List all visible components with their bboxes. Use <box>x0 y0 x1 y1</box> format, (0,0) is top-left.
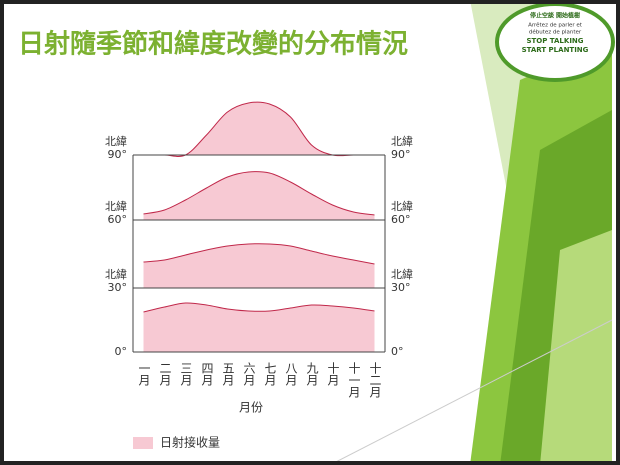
band-label: 北緯 <box>391 134 413 148</box>
logo-text: Arrêtez de parler et <box>528 22 583 29</box>
band-label: 30° <box>391 281 411 294</box>
band-label: 90° <box>108 148 128 161</box>
band-label: 北緯 <box>391 199 413 213</box>
x-tick-label: 六月 <box>242 362 256 387</box>
band-label: 90° <box>391 148 411 161</box>
legend-swatch <box>133 437 153 449</box>
slide: 日射隨季節和緯度改變的分布情況 停止空談 開始植樹 Arrêtez de par… <box>0 0 620 465</box>
logo-text: START PLANTING <box>522 46 589 54</box>
band-label: 北緯 <box>105 267 127 281</box>
band-label: 30° <box>108 281 128 294</box>
x-tick-label: 三月 <box>179 362 193 387</box>
x-tick-label: 九月 <box>305 362 319 387</box>
band-label: 60° <box>108 213 128 226</box>
band-label: 北緯 <box>105 199 127 213</box>
x-tick-label: 四月 <box>200 362 214 387</box>
x-tick-label: 五月 <box>221 362 235 387</box>
x-tick-label: 八月 <box>284 362 298 387</box>
logo-text: débutez de planter <box>529 29 582 36</box>
slide-title: 日射隨季節和緯度改變的分布情況 <box>18 29 408 60</box>
band-label: 北緯 <box>105 134 127 148</box>
logo-text: STOP TALKING <box>526 37 583 45</box>
x-tick-label: 一月 <box>137 362 151 387</box>
logo: 停止空談 開始植樹 Arrêtez de parler et débutez d… <box>497 4 613 80</box>
logo-text: 停止空談 開始植樹 <box>530 12 580 20</box>
x-tick-label: 二月 <box>158 362 172 387</box>
x-tick-label: 七月 <box>263 362 277 387</box>
band-label: 0° <box>115 345 128 358</box>
x-tick-label: 十月 <box>326 362 340 387</box>
band-label: 0° <box>391 345 404 358</box>
legend-label: 日射接收量 <box>160 435 220 450</box>
band-label: 60° <box>391 213 411 226</box>
band-label: 北緯 <box>391 267 413 281</box>
x-tick-label: 十二月 <box>368 362 382 399</box>
x-tick-label: 十一月 <box>347 362 361 399</box>
x-axis-label: 月份 <box>239 401 263 415</box>
